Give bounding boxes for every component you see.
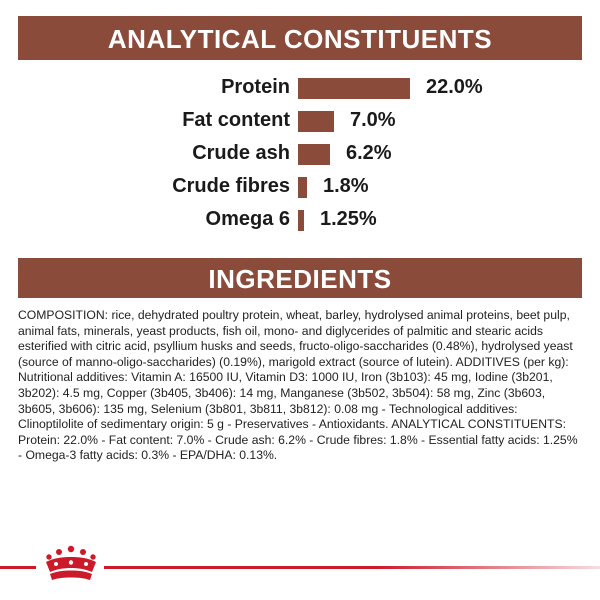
ingredients-composition-text: COMPOSITION: rice, dehydrated poultry pr…: [18, 308, 578, 463]
ingredients-header: INGREDIENTS: [18, 258, 582, 298]
constituent-value: 1.25%: [320, 208, 377, 230]
constituent-value: 22.0%: [426, 76, 483, 98]
constituent-bar: [298, 78, 410, 99]
constituents-header: ANALYTICAL CONSTITUENTS: [18, 16, 582, 60]
footer-divider: [0, 566, 600, 569]
constituent-bar: [298, 210, 304, 231]
constituent-row: Fat content 7.0%: [0, 105, 600, 135]
constituent-label: Fat content: [182, 109, 290, 131]
footer-divider-right: [104, 566, 600, 569]
royal-crown-icon: [46, 545, 96, 580]
constituent-label: Omega 6: [205, 208, 290, 230]
footer-divider-left: [0, 566, 36, 569]
constituent-label: Crude ash: [192, 142, 290, 164]
constituent-bar: [298, 177, 307, 198]
constituent-value: 7.0%: [350, 109, 396, 131]
constituent-row: Crude ash 6.2%: [0, 138, 600, 168]
constituent-row: Protein 22.0%: [0, 72, 600, 102]
constituent-label: Crude fibres: [172, 175, 290, 197]
constituent-bar: [298, 144, 330, 165]
constituent-value: 6.2%: [346, 142, 392, 164]
constituent-value: 1.8%: [323, 175, 369, 197]
constituent-bar: [298, 111, 334, 132]
constituent-label: Protein: [221, 76, 290, 98]
constituent-row: Crude fibres 1.8%: [0, 171, 600, 201]
constituent-row: Omega 6 1.25%: [0, 204, 600, 234]
